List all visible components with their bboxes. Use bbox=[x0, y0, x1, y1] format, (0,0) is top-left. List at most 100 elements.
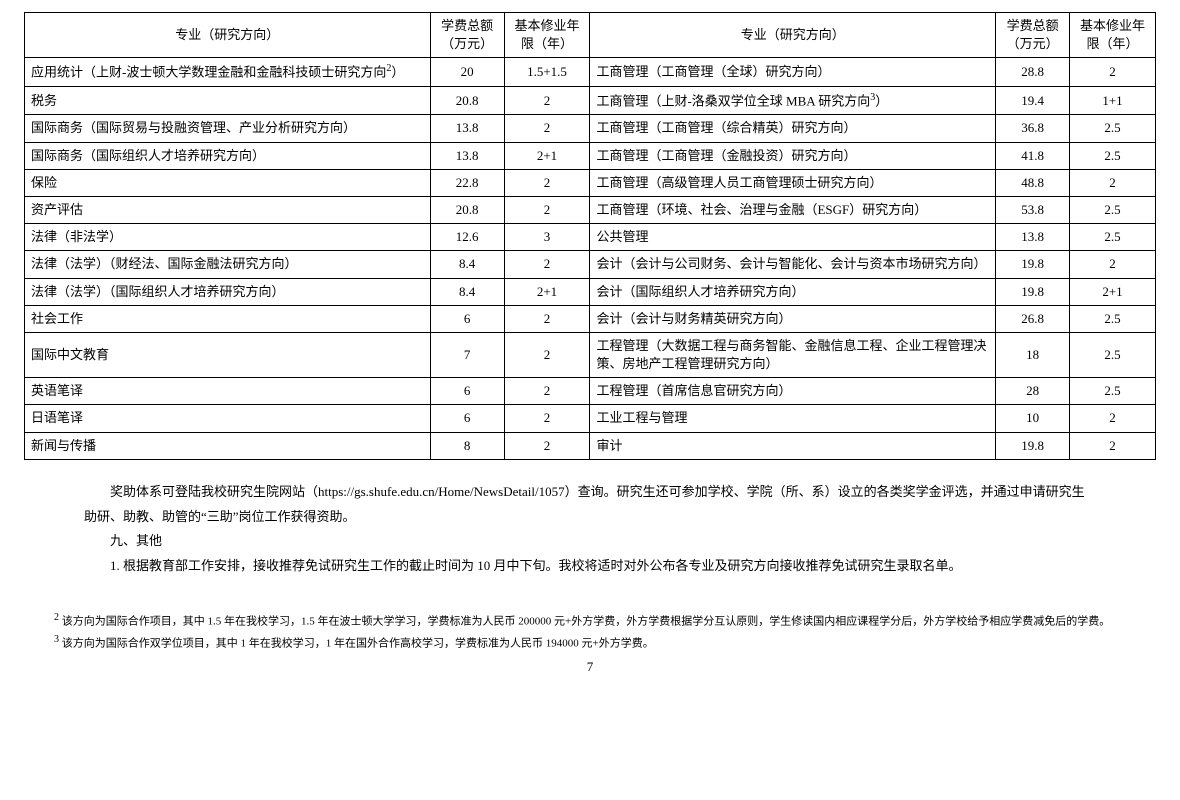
table-row: 应用统计（上财-波士顿大学数理金融和金融科技硕士研究方向2）201.5+1.5工… bbox=[25, 58, 1156, 87]
cell-value: 10 bbox=[996, 405, 1070, 432]
cell-value: 19.8 bbox=[996, 432, 1070, 459]
notes-p2: 1. 根据教育部工作安排，接收推荐免试研究生工作的截止时间为 10 月中下旬。我… bbox=[84, 554, 1096, 579]
cell-major: 国际商务（国际组织人才培养研究方向） bbox=[25, 142, 431, 169]
cell-major: 法律（法学）（国际组织人才培养研究方向） bbox=[25, 278, 431, 305]
cell-major: 工程管理（首席信息官研究方向） bbox=[590, 378, 996, 405]
header-years-right: 基本修业年限（年） bbox=[1070, 13, 1156, 58]
cell-value: 2 bbox=[504, 405, 590, 432]
cell-major: 会计（国际组织人才培养研究方向） bbox=[590, 278, 996, 305]
table-row: 日语笔译62工业工程与管理102 bbox=[25, 405, 1156, 432]
cell-major: 工商管理（工商管理（金融投资）研究方向） bbox=[590, 142, 996, 169]
cell-value: 13.8 bbox=[430, 115, 504, 142]
cell-value: 2.5 bbox=[1070, 378, 1156, 405]
table-row: 社会工作62会计（会计与财务精英研究方向）26.82.5 bbox=[25, 305, 1156, 332]
cell-major: 资产评估 bbox=[25, 196, 431, 223]
cell-value: 1+1 bbox=[1070, 86, 1156, 115]
header-fee-left: 学费总额（万元） bbox=[430, 13, 504, 58]
cell-value: 2 bbox=[504, 86, 590, 115]
cell-major: 法律（非法学） bbox=[25, 224, 431, 251]
table-row: 资产评估20.82工商管理（环境、社会、治理与金融（ESGF）研究方向）53.8… bbox=[25, 196, 1156, 223]
table-row: 保险22.82工商管理（高级管理人员工商管理硕士研究方向）48.82 bbox=[25, 169, 1156, 196]
cell-value: 2 bbox=[504, 196, 590, 223]
cell-value: 2.5 bbox=[1070, 224, 1156, 251]
cell-value: 6 bbox=[430, 405, 504, 432]
header-years-left: 基本修业年限（年） bbox=[504, 13, 590, 58]
cell-value: 48.8 bbox=[996, 169, 1070, 196]
cell-major: 公共管理 bbox=[590, 224, 996, 251]
cell-major: 社会工作 bbox=[25, 305, 431, 332]
cell-value: 3 bbox=[504, 224, 590, 251]
cell-value: 2 bbox=[504, 251, 590, 278]
page-number: 7 bbox=[24, 659, 1156, 675]
footnotes-section: 2 该方向为国际合作项目，其中 1.5 年在我校学习，1.5 年在波士顿大学学习… bbox=[24, 609, 1156, 654]
header-major-right: 专业（研究方向） bbox=[590, 13, 996, 58]
cell-major: 法律（法学）（财经法、国际金融法研究方向） bbox=[25, 251, 431, 278]
cell-major: 工商管理（上财-洛桑双学位全球 MBA 研究方向3） bbox=[590, 86, 996, 115]
cell-major: 工商管理（高级管理人员工商管理硕士研究方向） bbox=[590, 169, 996, 196]
cell-value: 2 bbox=[1070, 251, 1156, 278]
cell-value: 2.5 bbox=[1070, 305, 1156, 332]
cell-major: 审计 bbox=[590, 432, 996, 459]
cell-value: 2+1 bbox=[504, 142, 590, 169]
cell-major: 国际中文教育 bbox=[25, 332, 431, 377]
tuition-table: 专业（研究方向） 学费总额（万元） 基本修业年限（年） 专业（研究方向） 学费总… bbox=[24, 12, 1156, 460]
cell-value: 28.8 bbox=[996, 58, 1070, 87]
footnote-3: 3 该方向为国际合作双学位项目，其中 1 年在我校学习，1 年在国外合作高校学习… bbox=[54, 631, 1126, 653]
table-row: 国际商务（国际组织人才培养研究方向）13.82+1工商管理（工商管理（金融投资）… bbox=[25, 142, 1156, 169]
cell-value: 2.5 bbox=[1070, 196, 1156, 223]
cell-major: 日语笔译 bbox=[25, 405, 431, 432]
cell-value: 12.6 bbox=[430, 224, 504, 251]
cell-value: 2 bbox=[1070, 405, 1156, 432]
cell-value: 18 bbox=[996, 332, 1070, 377]
cell-value: 2 bbox=[1070, 58, 1156, 87]
cell-value: 19.8 bbox=[996, 251, 1070, 278]
notes-heading: 九、其他 bbox=[84, 529, 1096, 554]
cell-major: 应用统计（上财-波士顿大学数理金融和金融科技硕士研究方向2） bbox=[25, 58, 431, 87]
cell-value: 2 bbox=[1070, 432, 1156, 459]
header-major-left: 专业（研究方向） bbox=[25, 13, 431, 58]
cell-value: 2 bbox=[504, 378, 590, 405]
cell-value: 7 bbox=[430, 332, 504, 377]
cell-value: 26.8 bbox=[996, 305, 1070, 332]
cell-value: 2+1 bbox=[1070, 278, 1156, 305]
cell-value: 2 bbox=[504, 432, 590, 459]
table-row: 法律（非法学）12.63公共管理13.82.5 bbox=[25, 224, 1156, 251]
table-row: 法律（法学）（财经法、国际金融法研究方向）8.42会计（会计与公司财务、会计与智… bbox=[25, 251, 1156, 278]
cell-value: 8.4 bbox=[430, 251, 504, 278]
cell-value: 22.8 bbox=[430, 169, 504, 196]
cell-value: 2+1 bbox=[504, 278, 590, 305]
cell-value: 2 bbox=[504, 169, 590, 196]
cell-value: 20.8 bbox=[430, 86, 504, 115]
table-row: 新闻与传播82审计19.82 bbox=[25, 432, 1156, 459]
cell-value: 6 bbox=[430, 378, 504, 405]
cell-value: 13.8 bbox=[430, 142, 504, 169]
cell-major: 新闻与传播 bbox=[25, 432, 431, 459]
cell-major: 税务 bbox=[25, 86, 431, 115]
table-row: 税务20.82工商管理（上财-洛桑双学位全球 MBA 研究方向3）19.41+1 bbox=[25, 86, 1156, 115]
table-row: 国际商务（国际贸易与投融资管理、产业分析研究方向）13.82工商管理（工商管理（… bbox=[25, 115, 1156, 142]
cell-value: 19.4 bbox=[996, 86, 1070, 115]
cell-value: 2 bbox=[504, 305, 590, 332]
cell-major: 工业工程与管理 bbox=[590, 405, 996, 432]
cell-value: 6 bbox=[430, 305, 504, 332]
cell-value: 2 bbox=[1070, 169, 1156, 196]
cell-value: 8 bbox=[430, 432, 504, 459]
cell-value: 2.5 bbox=[1070, 332, 1156, 377]
cell-value: 28 bbox=[996, 378, 1070, 405]
cell-major: 国际商务（国际贸易与投融资管理、产业分析研究方向） bbox=[25, 115, 431, 142]
cell-value: 13.8 bbox=[996, 224, 1070, 251]
cell-value: 2 bbox=[504, 332, 590, 377]
cell-major: 会计（会计与公司财务、会计与智能化、会计与资本市场研究方向） bbox=[590, 251, 996, 278]
notes-section: 奖助体系可登陆我校研究生院网站（https://gs.shufe.edu.cn/… bbox=[24, 480, 1156, 579]
cell-value: 20.8 bbox=[430, 196, 504, 223]
cell-value: 41.8 bbox=[996, 142, 1070, 169]
cell-value: 36.8 bbox=[996, 115, 1070, 142]
cell-major: 工商管理（环境、社会、治理与金融（ESGF）研究方向） bbox=[590, 196, 996, 223]
footnote-3-text: 该方向为国际合作双学位项目，其中 1 年在我校学习，1 年在国外合作高校学习，学… bbox=[59, 638, 654, 650]
table-row: 英语笔译62工程管理（首席信息官研究方向）282.5 bbox=[25, 378, 1156, 405]
table-row: 法律（法学）（国际组织人才培养研究方向）8.42+1会计（国际组织人才培养研究方… bbox=[25, 278, 1156, 305]
cell-major: 工商管理（工商管理（全球）研究方向） bbox=[590, 58, 996, 87]
cell-value: 8.4 bbox=[430, 278, 504, 305]
cell-value: 53.8 bbox=[996, 196, 1070, 223]
footnote-2: 2 该方向为国际合作项目，其中 1.5 年在我校学习，1.5 年在波士顿大学学习… bbox=[54, 609, 1126, 631]
